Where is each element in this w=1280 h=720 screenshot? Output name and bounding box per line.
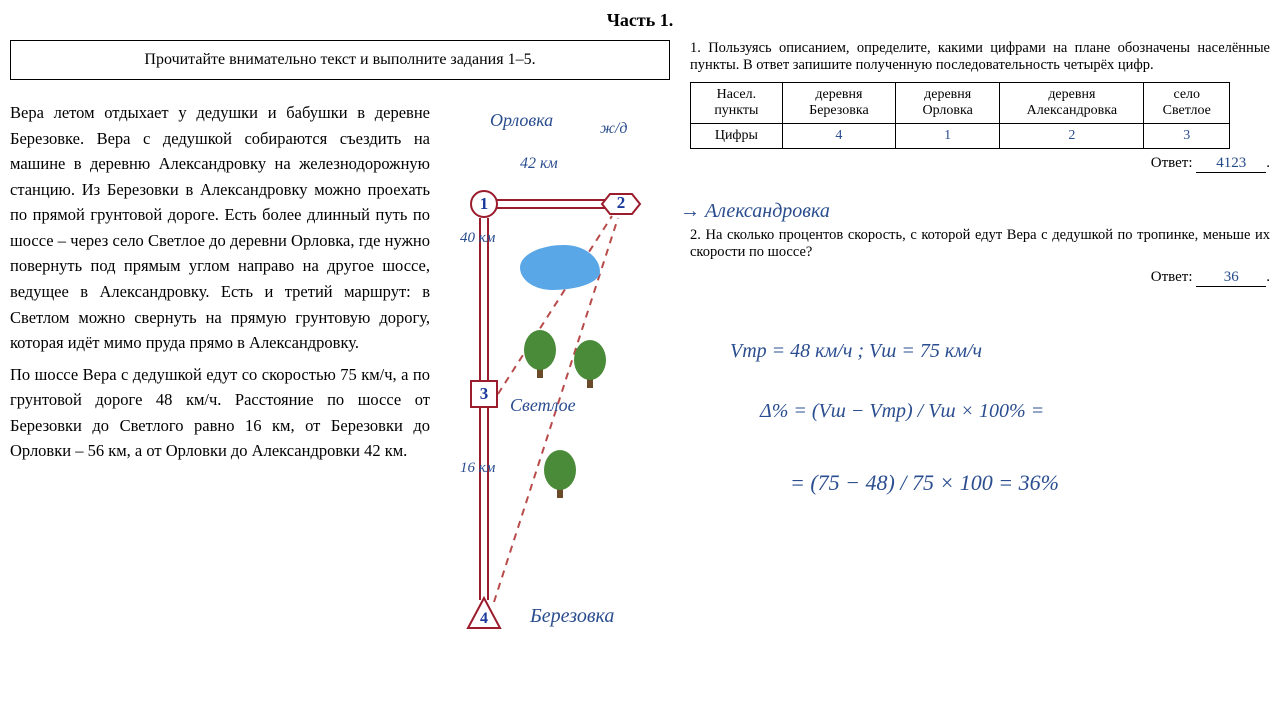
- node-3: 3: [470, 380, 498, 408]
- q1-d2: 2: [1000, 124, 1144, 149]
- q1-answer-line: Ответ: 4123.: [690, 155, 1270, 173]
- hand-42km: 42 км: [520, 155, 558, 173]
- right-column: 1. Пользуясь описанием, определите, каки…: [690, 40, 1270, 301]
- svg-text:4: 4: [480, 610, 488, 627]
- q1-h2: деревня Орловка: [896, 83, 1000, 124]
- hand-calc1: Vтр = 48 км/ч ; Vш = 75 км/ч: [730, 340, 982, 363]
- page-title: Часть 1.: [0, 0, 1280, 31]
- hand-berezovka: Березовка: [530, 605, 614, 628]
- q2-text: 2. На сколько процентов скорость, с кото…: [690, 227, 1270, 261]
- svg-text:2: 2: [617, 193, 626, 212]
- q1-d1: 1: [896, 124, 1000, 149]
- q2-answer-label: Ответ:: [1151, 269, 1193, 285]
- q2-answer-line: Ответ: 36.: [690, 269, 1270, 287]
- q1-h0: Насел. пункты: [691, 83, 783, 124]
- q1-answer-label: Ответ:: [1151, 155, 1193, 171]
- q1-header-row: Насел. пункты деревня Березовка деревня …: [691, 83, 1230, 124]
- problem-para-2: По шоссе Вера с дедушкой едут со скорост…: [10, 362, 430, 464]
- q1-d3: 3: [1144, 124, 1230, 149]
- hand-svetloe: Светлое: [510, 395, 576, 416]
- hand-16km: 16 км: [460, 460, 495, 477]
- hand-orlovka: Орловка: [490, 110, 553, 131]
- pond-icon: [520, 245, 600, 290]
- q1-d0: 4: [782, 124, 895, 149]
- hand-calc3: = (75 − 48) / 75 × 100 = 36%: [790, 470, 1059, 496]
- q1-h4: село Светлое: [1144, 83, 1230, 124]
- q2-answer-value: 36: [1196, 269, 1266, 287]
- q1-table: Насел. пункты деревня Березовка деревня …: [690, 82, 1230, 149]
- q1-answer-value: 4123: [1196, 155, 1266, 173]
- q1-h1: деревня Березовка: [782, 83, 895, 124]
- hand-zhd: ж/д: [600, 120, 627, 138]
- hand-calc2: Δ% = (Vш − Vтр) / Vш × 100% =: [760, 400, 1044, 423]
- q1-text: 1. Пользуясь описанием, определите, каки…: [690, 40, 1270, 74]
- q1-digits-row: Цифры 4 1 2 3: [691, 124, 1230, 149]
- instruction-box: Прочитайте внимательно текст и выполните…: [10, 40, 670, 80]
- q1-numlabel: Цифры: [691, 124, 783, 149]
- q1-h3: деревня Александровка: [1000, 83, 1144, 124]
- problem-para-1: Вера летом отдыхает у дедушки и бабушки …: [10, 100, 430, 356]
- hand-40km: 40 км: [460, 230, 495, 247]
- problem-text: Вера летом отдыхает у дедушки и бабушки …: [10, 100, 430, 464]
- node-1: 1: [470, 190, 498, 218]
